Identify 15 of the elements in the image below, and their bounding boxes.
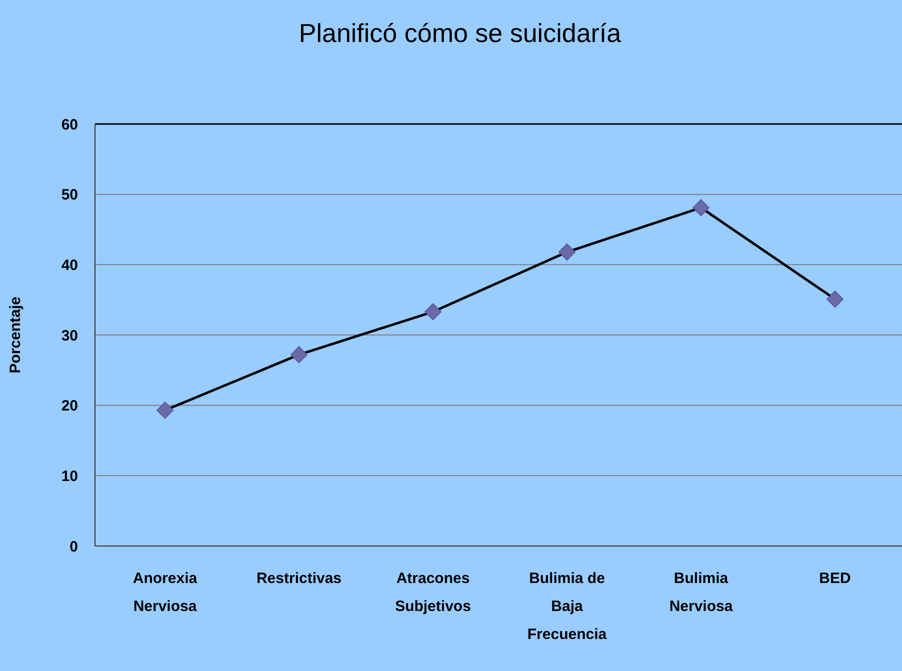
- y-tick-label: 10: [61, 468, 78, 485]
- x-tick-label: Bulimia de Baja Frecuencia: [527, 570, 608, 643]
- chart-title: Planificó cómo se suicidaría: [298, 18, 622, 48]
- y-tick-label: 30: [61, 327, 78, 344]
- y-tick-label: 50: [61, 186, 78, 204]
- x-tick-label: Restrictivas: [256, 570, 342, 587]
- y-axis-title: Porcentaje: [7, 296, 24, 374]
- x-tick-label: BED: [819, 570, 851, 587]
- x-tick-label: Atracones Subjetivos: [395, 570, 471, 615]
- y-tick-label: 60: [61, 116, 78, 134]
- y-tick-label: 0: [70, 538, 78, 556]
- x-tick-label: Bulimia Nerviosa: [669, 570, 734, 615]
- y-tick-label: 40: [61, 256, 78, 274]
- x-tick-label: Anorexia Nerviosa: [132, 570, 198, 615]
- y-tick-label: 20: [61, 398, 78, 415]
